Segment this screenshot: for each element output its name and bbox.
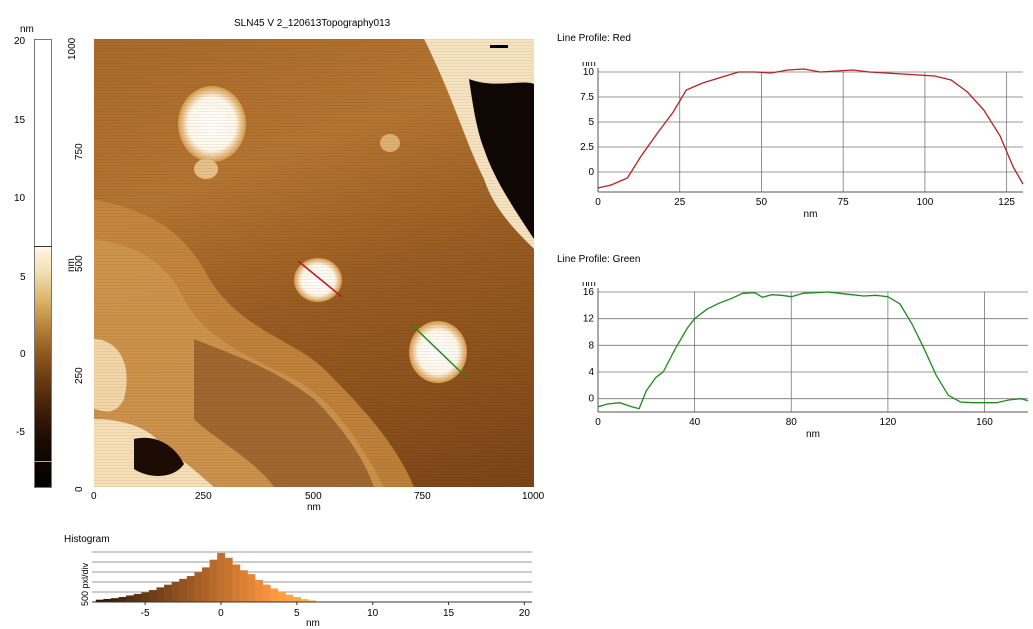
red-profile-line xyxy=(297,260,343,298)
image-y-unit: nm xyxy=(66,258,77,272)
histogram-bar xyxy=(133,593,142,602)
y-tick-label: 16 xyxy=(583,287,595,298)
colorbar-marker-high xyxy=(34,246,52,247)
colorbar-tick-20: 20 xyxy=(14,36,26,47)
histogram-bar xyxy=(255,579,263,602)
histogram-bar xyxy=(247,574,256,602)
image-x-tick-1000: 1000 xyxy=(522,491,545,502)
profile-series-line xyxy=(597,68,1024,189)
histogram-bar xyxy=(126,595,135,602)
histogram-bar xyxy=(186,576,195,602)
histogram-bar xyxy=(308,600,317,602)
colorbar-tick-5: 5 xyxy=(20,272,26,283)
y-tick-label: 0 xyxy=(588,167,594,178)
histogram-bar xyxy=(202,567,210,602)
y-tick-label: 12 xyxy=(583,314,595,325)
topography-features xyxy=(94,39,534,487)
scale-bar xyxy=(490,45,508,48)
image-title: SLN45 V 2_120613Topography013 xyxy=(234,18,391,29)
x-tick-label: 50 xyxy=(756,197,768,208)
profile-y-unit: nm xyxy=(582,62,596,69)
histogram-bar xyxy=(270,588,279,602)
image-x-tick-0: 0 xyxy=(91,491,97,502)
x-tick-label: 0 xyxy=(595,197,601,208)
histogram-chart: -5 0 5 10 15 20 xyxy=(92,551,532,619)
histogram-xlabel: nm xyxy=(306,618,320,629)
image-x-tick-500: 500 xyxy=(305,491,322,502)
histogram-bar xyxy=(217,552,226,602)
histogram-bar xyxy=(209,559,218,602)
histogram-bar xyxy=(285,594,294,602)
histogram-bar xyxy=(293,597,301,602)
y-tick-label: 0 xyxy=(588,394,594,405)
profile-x-unit: nm xyxy=(806,429,820,440)
x-tick-label: 75 xyxy=(838,197,850,208)
x-tick-label: 25 xyxy=(674,197,686,208)
histogram-x-tick-label: -5 xyxy=(141,608,150,619)
colorbar-tick-neg5: -5 xyxy=(16,427,25,438)
histogram-bar xyxy=(262,584,271,602)
x-tick-label: 125 xyxy=(998,197,1015,208)
colorbar-marker-low xyxy=(34,461,52,462)
profile-y-unit: nm xyxy=(582,282,596,289)
y-tick-label: 8 xyxy=(588,340,594,351)
y-tick-label: 4 xyxy=(588,367,594,378)
histogram-x-tick-label: 10 xyxy=(367,608,379,619)
y-tick-label: 10 xyxy=(583,67,595,78)
x-tick-label: 40 xyxy=(689,417,701,428)
image-y-tick-250: 250 xyxy=(74,367,85,384)
histogram-x-tick-label: 15 xyxy=(443,608,455,619)
y-tick-label: 5 xyxy=(588,117,594,128)
profile-red-title: Line Profile: Red xyxy=(557,33,631,44)
x-tick-label: 0 xyxy=(595,417,601,428)
histogram-x-tick-label: 0 xyxy=(218,608,224,619)
x-tick-label: 120 xyxy=(880,417,897,428)
colorbar-tick-15: 15 xyxy=(14,115,26,126)
histogram-title: Histogram xyxy=(64,534,110,545)
x-tick-label: 80 xyxy=(786,417,798,428)
histogram-bar xyxy=(194,572,203,602)
histogram-bar xyxy=(224,557,233,602)
histogram-bar xyxy=(164,584,172,602)
image-y-tick-1000: 1000 xyxy=(67,37,78,60)
histogram-x-tick-label: 5 xyxy=(294,608,300,619)
topography-image[interactable] xyxy=(94,39,534,487)
green-profile-line xyxy=(411,324,467,378)
histogram-bar xyxy=(110,598,119,602)
colorbar-unit: nm xyxy=(20,24,34,35)
profile-series-line xyxy=(597,291,1029,410)
histogram-bar xyxy=(239,570,248,602)
y-tick-label: 7.5 xyxy=(580,92,594,103)
image-x-unit: nm xyxy=(307,502,321,513)
histogram-bar xyxy=(277,592,286,602)
colorbar xyxy=(34,39,52,488)
histogram-bar xyxy=(171,581,180,602)
histogram-bar xyxy=(179,578,188,602)
histogram-bar xyxy=(103,598,112,602)
image-y-tick-750: 750 xyxy=(74,143,85,160)
x-tick-label: 160 xyxy=(976,417,993,428)
histogram-x-tick-label: 20 xyxy=(519,608,531,619)
histogram-bar xyxy=(300,599,309,602)
histogram-bar xyxy=(232,564,241,602)
image-y-tick-0: 0 xyxy=(74,486,85,492)
histogram-bar xyxy=(148,590,157,602)
histogram-bar xyxy=(95,599,104,602)
histogram-bar xyxy=(156,587,165,602)
colorbar-tick-0: 0 xyxy=(20,349,26,360)
colorbar-tick-10: 10 xyxy=(14,193,26,204)
histogram-bar xyxy=(118,597,127,602)
profile-green-title: Line Profile: Green xyxy=(557,254,641,265)
profile-x-unit: nm xyxy=(804,209,818,220)
image-x-tick-250: 250 xyxy=(195,491,212,502)
x-tick-label: 100 xyxy=(917,197,934,208)
y-tick-label: 2.5 xyxy=(580,142,594,153)
histogram-ylabel: 500 pxl/div xyxy=(80,562,90,606)
image-x-tick-750: 750 xyxy=(414,491,431,502)
histogram-bar xyxy=(141,592,150,602)
